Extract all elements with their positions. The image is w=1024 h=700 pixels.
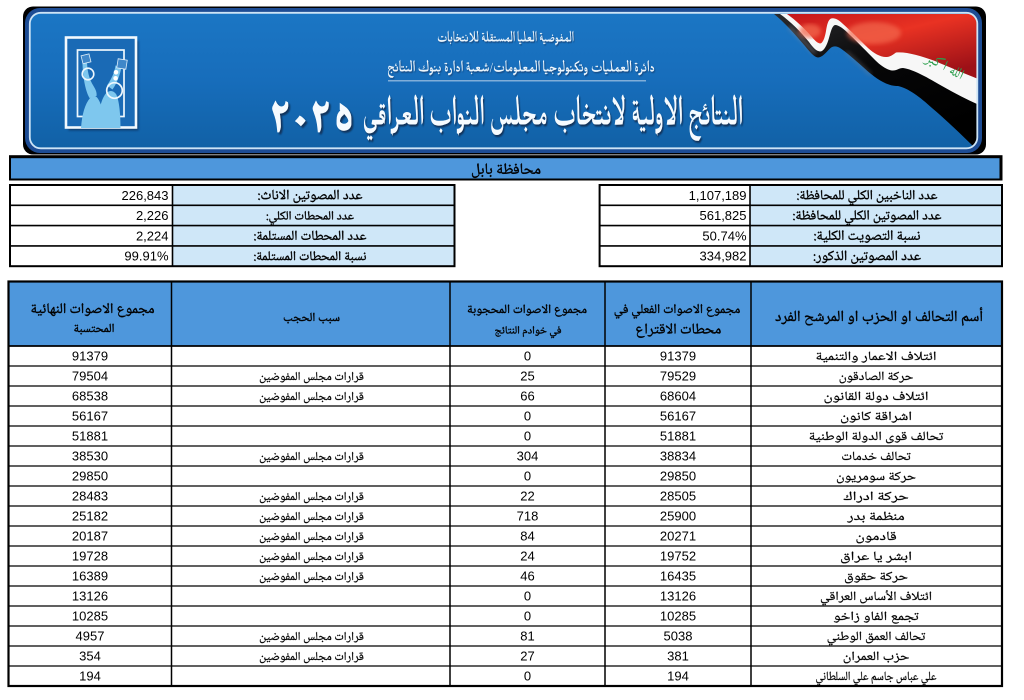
svg-text:19752: 19752 xyxy=(660,549,696,564)
svg-text:68604: 68604 xyxy=(660,389,696,404)
svg-text:13126: 13126 xyxy=(72,589,108,604)
svg-text:79504: 79504 xyxy=(72,369,108,384)
svg-text:22: 22 xyxy=(520,489,534,504)
svg-text:4957: 4957 xyxy=(76,629,105,644)
svg-text:25182: 25182 xyxy=(72,509,108,524)
svg-text:51881: 51881 xyxy=(72,429,108,444)
svg-text:99.91%: 99.91% xyxy=(124,249,169,264)
svg-text:354: 354 xyxy=(79,649,101,664)
svg-text:28505: 28505 xyxy=(660,489,696,504)
svg-text:91379: 91379 xyxy=(660,349,696,364)
svg-text:56167: 56167 xyxy=(660,409,696,424)
svg-text:718: 718 xyxy=(517,509,539,524)
svg-text:226,843: 226,843 xyxy=(122,188,169,203)
svg-text:194: 194 xyxy=(667,669,689,684)
svg-text:24: 24 xyxy=(520,549,534,564)
svg-text:19728: 19728 xyxy=(72,549,108,564)
svg-text:56167: 56167 xyxy=(72,409,108,424)
svg-text:50.74%: 50.74% xyxy=(702,228,747,243)
svg-text:1,107,189: 1,107,189 xyxy=(689,188,747,203)
svg-text:194: 194 xyxy=(79,669,101,684)
svg-text:66: 66 xyxy=(520,389,534,404)
svg-text:0: 0 xyxy=(524,609,531,624)
svg-text:381: 381 xyxy=(667,649,689,664)
svg-text:29850: 29850 xyxy=(72,469,108,484)
svg-text:0: 0 xyxy=(524,669,531,684)
svg-text:51881: 51881 xyxy=(660,429,696,444)
svg-text:91379: 91379 xyxy=(72,349,108,364)
svg-text:0: 0 xyxy=(524,349,531,364)
svg-text:29850: 29850 xyxy=(660,469,696,484)
svg-text:46: 46 xyxy=(520,569,534,584)
svg-text:68538: 68538 xyxy=(72,389,108,404)
svg-text:38530: 38530 xyxy=(72,449,108,464)
svg-text:38834: 38834 xyxy=(660,449,696,464)
svg-text:334,982: 334,982 xyxy=(700,249,747,264)
svg-text:0: 0 xyxy=(524,409,531,424)
svg-text:0: 0 xyxy=(524,469,531,484)
svg-text:16435: 16435 xyxy=(660,569,696,584)
svg-text:20187: 20187 xyxy=(72,529,108,544)
svg-text:10285: 10285 xyxy=(72,609,108,624)
svg-text:20271: 20271 xyxy=(660,529,696,544)
svg-text:0: 0 xyxy=(524,589,531,604)
svg-text:28483: 28483 xyxy=(72,489,108,504)
svg-text:25900: 25900 xyxy=(660,509,696,524)
svg-text:25: 25 xyxy=(520,369,534,384)
svg-text:0: 0 xyxy=(524,429,531,444)
svg-text:10285: 10285 xyxy=(660,609,696,624)
svg-text:5038: 5038 xyxy=(664,629,693,644)
svg-text:561,825: 561,825 xyxy=(700,208,747,223)
svg-text:2,224: 2,224 xyxy=(136,228,169,243)
svg-text:81: 81 xyxy=(520,629,534,644)
svg-text:2,226: 2,226 xyxy=(136,208,169,223)
svg-text:13126: 13126 xyxy=(660,589,696,604)
svg-text:79529: 79529 xyxy=(660,369,696,384)
svg-text:27: 27 xyxy=(520,649,534,664)
svg-text:16389: 16389 xyxy=(72,569,108,584)
svg-text:304: 304 xyxy=(517,449,539,464)
svg-text:84: 84 xyxy=(520,529,534,544)
